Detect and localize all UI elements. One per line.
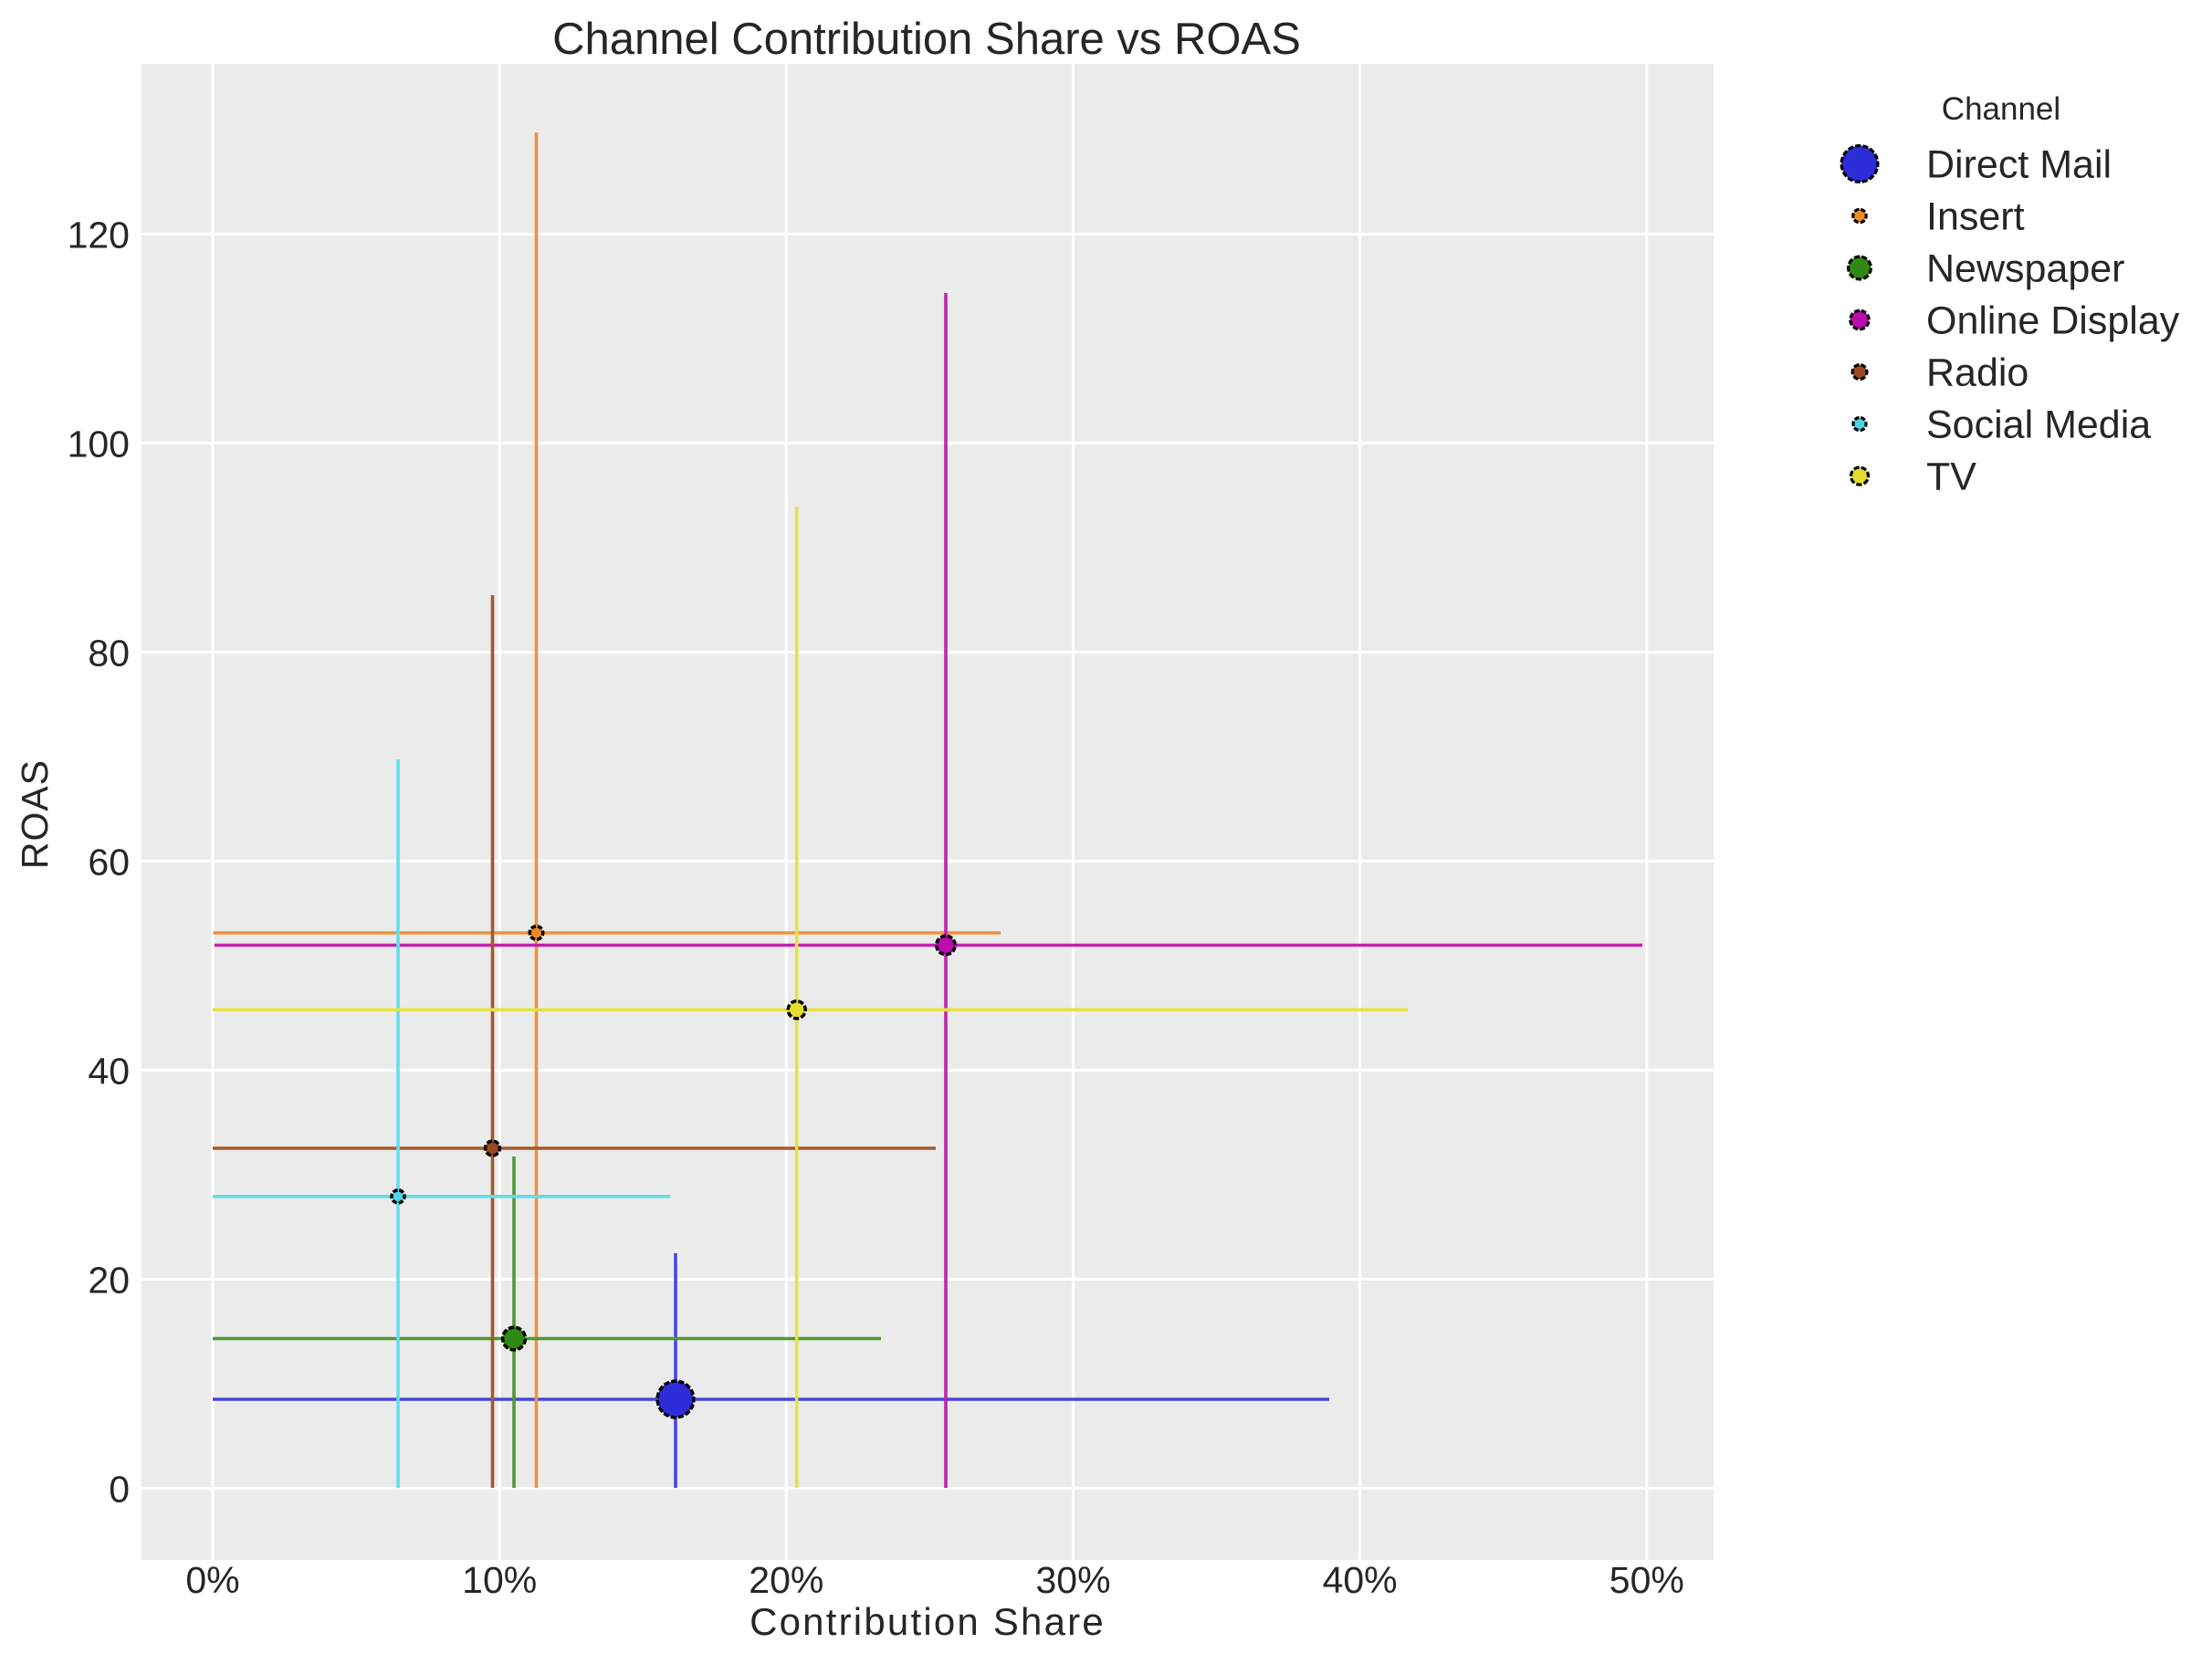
- svg-text:30%: 30%: [1035, 1559, 1110, 1601]
- svg-text:Channel Contribution Share vs: Channel Contribution Share vs ROAS: [552, 15, 1301, 64]
- svg-text:10%: 10%: [462, 1559, 537, 1601]
- svg-text:Insert: Insert: [1926, 195, 2025, 239]
- svg-text:120: 120: [68, 215, 130, 256]
- svg-text:40: 40: [88, 1051, 130, 1093]
- svg-text:Online Display: Online Display: [1926, 299, 2180, 343]
- svg-text:0: 0: [109, 1469, 130, 1511]
- svg-text:Social Media: Social Media: [1926, 403, 2151, 447]
- svg-text:20%: 20%: [749, 1559, 823, 1601]
- svg-text:Direct Mail: Direct Mail: [1926, 143, 2112, 187]
- svg-text:TV: TV: [1926, 455, 1976, 499]
- svg-text:Newspaper: Newspaper: [1926, 247, 2125, 291]
- svg-text:Radio: Radio: [1926, 351, 2029, 395]
- svg-text:100: 100: [68, 424, 130, 466]
- svg-text:40%: 40%: [1323, 1559, 1398, 1601]
- svg-text:60: 60: [88, 842, 130, 884]
- svg-text:Contribution Share: Contribution Share: [750, 1600, 1106, 1643]
- svg-text:0%: 0%: [185, 1559, 239, 1601]
- svg-text:Channel: Channel: [1942, 91, 2060, 127]
- svg-text:ROAS: ROAS: [14, 759, 56, 869]
- svg-text:50%: 50%: [1609, 1559, 1684, 1601]
- svg-text:20: 20: [88, 1260, 130, 1302]
- svg-text:80: 80: [88, 633, 130, 675]
